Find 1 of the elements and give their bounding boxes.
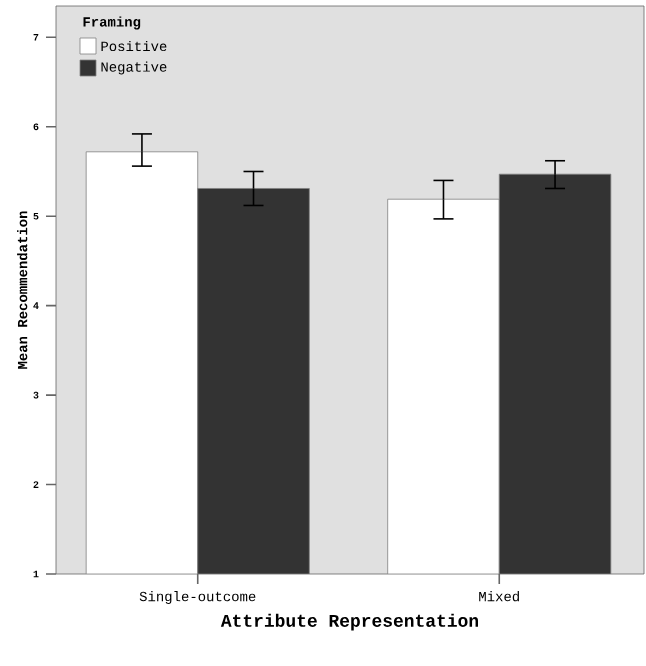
x-axis-title: Attribute Representation bbox=[220, 613, 478, 631]
